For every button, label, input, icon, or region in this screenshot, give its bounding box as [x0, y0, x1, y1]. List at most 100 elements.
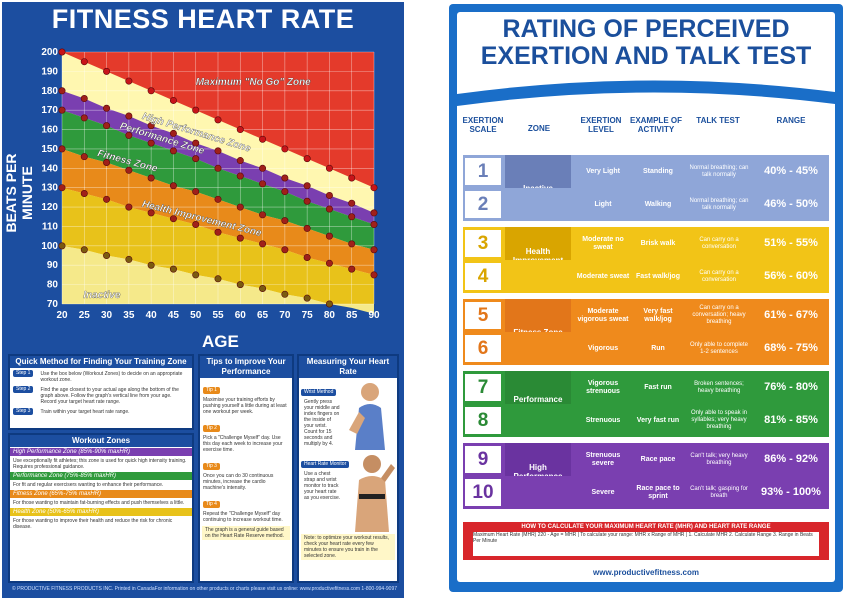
x-tick-label: 50 [190, 310, 202, 321]
data-point [192, 188, 200, 196]
data-point [303, 197, 311, 205]
example-activity: Race pace [640, 455, 676, 463]
data-point [370, 246, 378, 254]
header-level: EXERTION LEVEL [580, 116, 622, 134]
tip-text: Repeat the "Challenge Myself" day contin… [203, 511, 283, 523]
data-point [147, 139, 155, 147]
rpe-row: 5Fitness ZoneModerate vigorous sweatVery… [463, 299, 829, 365]
tips-title: Tips to Improve Your Performance [200, 356, 292, 378]
exertion-number: 9 [465, 446, 501, 473]
talk-test: Can carry on a conversation [699, 236, 739, 250]
data-point [370, 209, 378, 217]
data-point [303, 182, 311, 190]
data-point [303, 253, 311, 261]
data-point [169, 96, 177, 104]
exertion-level: Very Light [586, 167, 620, 175]
rpe-row: 8 Strenuous Very fast run Only able to spea… [463, 404, 829, 437]
wrist-method-block: Wrist Method Gently press your middle an… [301, 380, 395, 450]
example-activity: Very fast run [636, 416, 680, 424]
data-point [192, 221, 200, 229]
example-activity: Race pace to sprint [636, 484, 680, 500]
data-point [125, 77, 133, 85]
data-point [103, 195, 111, 203]
data-point [325, 259, 333, 267]
example-activity: Fast walk/jog [636, 272, 680, 280]
data-point [281, 174, 289, 182]
data-point [80, 246, 88, 254]
tip-text: Maximise your training efforts by pushin… [203, 397, 287, 415]
data-point [169, 215, 177, 223]
data-point [348, 174, 356, 182]
data-point [214, 164, 222, 172]
copyright: © PRODUCTIVE FITNESS PRODUCTS INC. Print… [12, 586, 155, 592]
data-point [259, 284, 267, 292]
example-activity: Run [651, 344, 665, 352]
data-point [125, 203, 133, 211]
x-axis-label: AGE [202, 332, 239, 351]
data-point [281, 290, 289, 298]
talk-test: Can carry on a conversation [699, 269, 739, 283]
talk-test: Broken sentences; heavy breathing [694, 380, 744, 394]
data-point [325, 164, 333, 172]
data-point [348, 265, 356, 273]
tip-badge: Tip 1 [203, 387, 220, 394]
data-point [58, 106, 66, 114]
data-point [125, 166, 133, 174]
rpe-title-line2: EXERTION AND TALK TEST [480, 42, 812, 70]
x-tick-label: 35 [123, 310, 135, 321]
quick-method-panel: Quick Method for Finding Your Training Z… [8, 354, 194, 430]
data-point [58, 145, 66, 153]
y-tick-label: 120 [41, 202, 58, 213]
data-point [192, 155, 200, 163]
data-point [147, 174, 155, 182]
workout-zones-title: Workout Zones [10, 435, 192, 447]
monitor-label: Heart Rate Monitor [301, 461, 350, 468]
exertion-level: Vigorous strenuous [586, 379, 620, 395]
hr-range: 61% - 67% [764, 309, 818, 321]
x-tick-label: 25 [79, 310, 91, 321]
data-point [259, 164, 267, 172]
wrist-method-text: Gently press your middle and index finge… [304, 399, 340, 447]
workout-zone-bar: High Performance Zone (85%-90% maxHR) [10, 448, 192, 456]
exertion-level: Moderate no sweat [582, 235, 624, 251]
x-tick-label: 55 [212, 310, 224, 321]
data-point [80, 153, 88, 161]
example-activity: Fast run [644, 383, 672, 391]
tip-badge: Tip 2 [203, 425, 220, 432]
data-point [236, 234, 244, 242]
exertion-level: Vigorous [587, 344, 619, 352]
exertion-number: 7 [465, 374, 501, 401]
y-tick-label: 80 [47, 280, 59, 291]
hr-range: 40% - 45% [764, 165, 818, 177]
x-tick-label: 65 [257, 310, 269, 321]
data-point [169, 129, 177, 137]
data-point [58, 242, 66, 250]
workout-zones-list: High Performance Zone (85%-90% maxHR) Use… [10, 448, 192, 531]
athlete-wrist-photo [345, 380, 395, 450]
data-point [103, 67, 111, 75]
hr-range: 56% - 60% [764, 270, 818, 282]
left-footer: © PRODUCTIVE FITNESS PRODUCTS INC. Print… [12, 586, 397, 592]
data-point [370, 221, 378, 229]
x-tick-label: 70 [279, 310, 291, 321]
y-tick-label: 90 [47, 260, 59, 271]
exertion-number: 10 [465, 479, 501, 506]
workout-zone-text: For those wanting to improve their healt… [13, 518, 173, 530]
data-point [348, 213, 356, 221]
step-text: Train within your target heart rate rang… [40, 409, 130, 415]
data-point [281, 246, 289, 254]
y-tick-label: 190 [41, 66, 58, 77]
data-point [325, 205, 333, 213]
data-point [192, 271, 200, 279]
data-point [58, 48, 66, 56]
example-activity: Walking [644, 200, 672, 208]
data-point [103, 252, 111, 260]
x-tick-label: 90 [368, 310, 380, 321]
tips-list: Tip 1 Maximise your training efforts by p… [200, 378, 292, 524]
data-point [147, 122, 155, 130]
data-point [325, 191, 333, 199]
tips-panel: Tips to Improve Your Performance Tip 1 Ma… [198, 354, 294, 583]
